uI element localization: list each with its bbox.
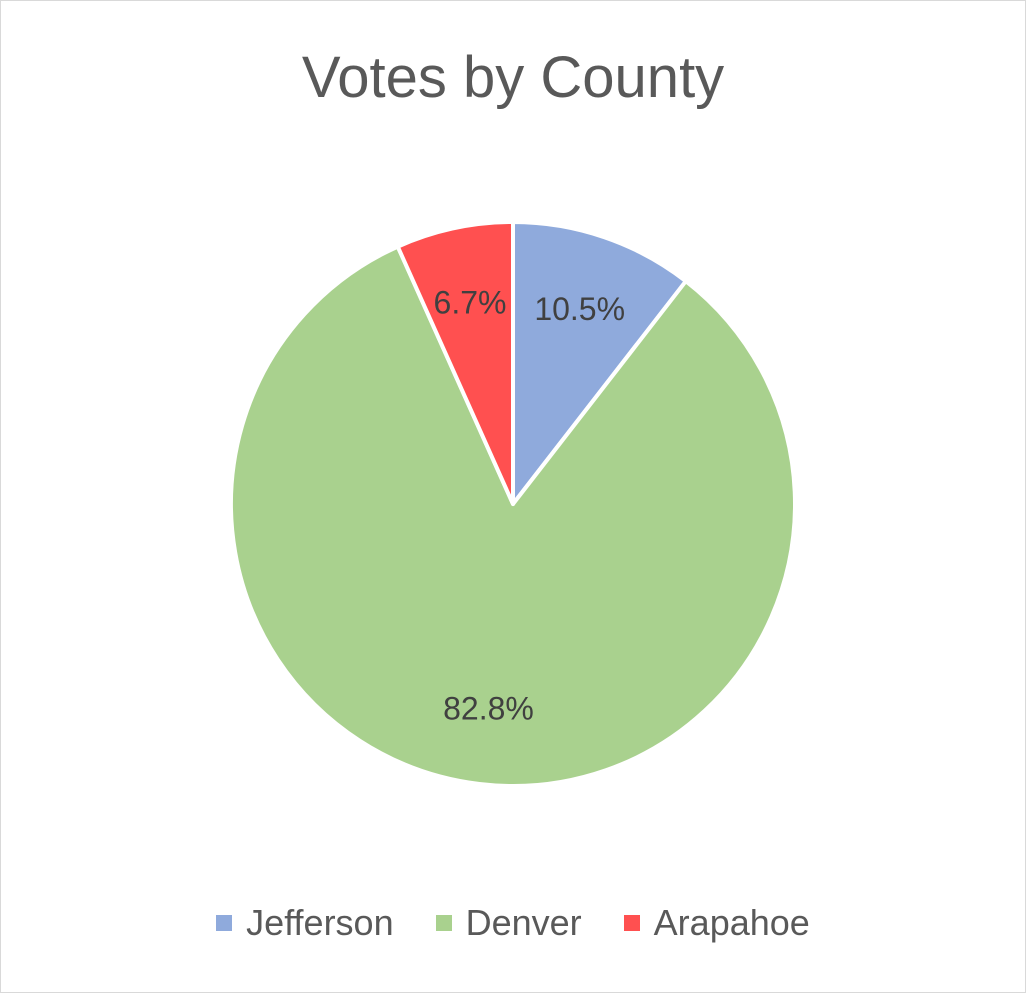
pie-data-labels: 10.5% 82.8% 6.7% [434,285,626,727]
chart-title: Votes by County [301,45,725,110]
pie-slice-denver [229,244,797,788]
legend-label-denver: Denver [465,902,582,943]
data-label-jefferson: 10.5% [534,291,625,327]
legend-swatch-denver [435,915,452,931]
legend-label-jefferson: Jefferson [246,902,394,943]
legend-item-denver: Denver [435,898,582,948]
legend-item-arapahoe: Arapahoe [623,898,810,948]
pie-slice-arapahoe [395,220,515,506]
legend: Jefferson Denver Arapahoe [0,898,1026,948]
legend-swatch-arapahoe [623,915,640,931]
legend-item-jefferson: Jefferson [216,898,394,948]
legend-swatch-jefferson [216,915,233,931]
pie-slice-jefferson [511,220,688,506]
pie-slices [229,220,797,788]
data-label-denver: 82.8% [443,690,534,726]
legend-label-arapahoe: Arapahoe [653,902,810,943]
data-label-arapahoe: 6.7% [434,285,507,321]
